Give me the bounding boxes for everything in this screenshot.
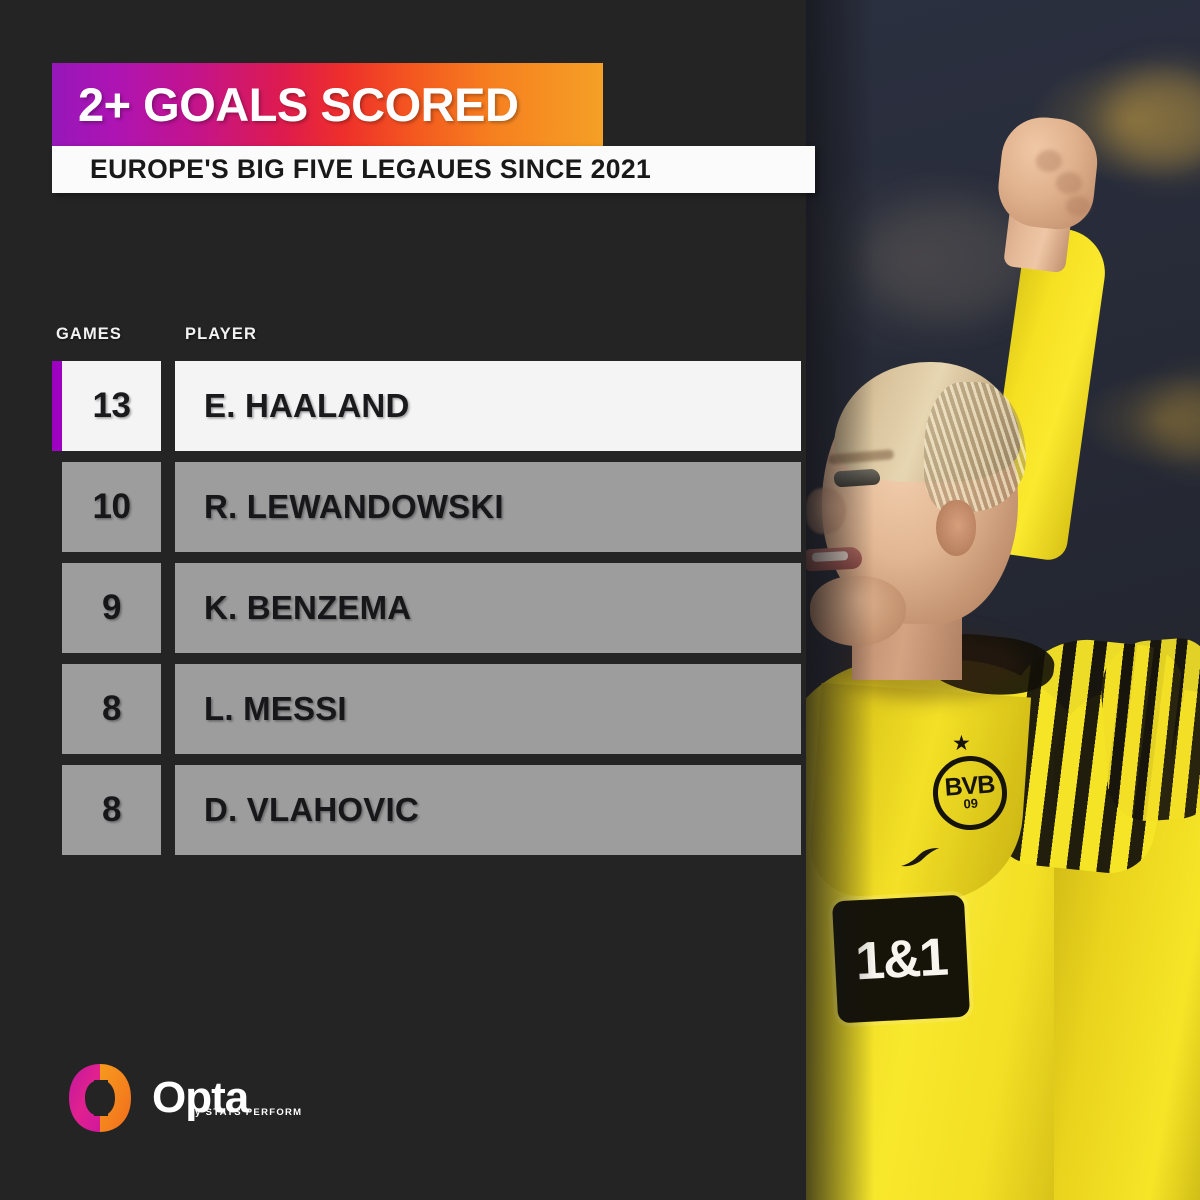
cell-player: K. BENZEMA [175, 563, 801, 653]
games-value: 8 [102, 790, 121, 829]
player-photo: ★ BVB 09 1&1 [804, 0, 1200, 1200]
player-value: L. MESSI [204, 690, 347, 727]
stats-table: GAMES PLAYER 13 E. HAALAND 10 [52, 325, 801, 855]
player-value: E. HAALAND [204, 387, 410, 424]
opta-mark-icon [69, 1064, 131, 1132]
row-accent-bar [52, 462, 62, 552]
games-value: 13 [92, 386, 131, 425]
table-row: 8 L. MESSI [52, 664, 801, 754]
page-subtitle: EUROPE'S BIG FIVE LEGAUES SINCE 2021 [90, 154, 652, 184]
games-value: 10 [92, 487, 131, 526]
row-accent-bar [52, 664, 62, 754]
jersey-stripes-secondary [1097, 636, 1200, 824]
table-header-row: GAMES PLAYER [52, 325, 801, 361]
table-row: 13 E. HAALAND [52, 361, 801, 451]
crest-founding-year: 09 [963, 795, 979, 812]
cell-games: 8 [62, 765, 161, 855]
opta-tagline: by STATS PERFORM [188, 1106, 303, 1118]
row-accent-bar [52, 361, 62, 451]
table-row: 9 K. BENZEMA [52, 563, 801, 653]
cell-games: 10 [62, 462, 161, 552]
cell-games: 13 [62, 361, 161, 451]
cell-player: R. LEWANDOWSKI [175, 462, 801, 552]
games-value: 9 [102, 588, 121, 627]
puma-logo-icon [900, 847, 940, 867]
games-value: 8 [102, 689, 121, 728]
player-value: R. LEWANDOWSKI [204, 488, 504, 525]
cell-player: E. HAALAND [175, 361, 801, 451]
player-value: K. BENZEMA [204, 589, 412, 626]
row-accent-bar [52, 765, 62, 855]
page-title: 2+ GOALS SCORED [78, 78, 519, 131]
row-accent-bar [52, 563, 62, 653]
header-block: 2+ GOALS SCORED EUROPE'S BIG FIVE LEGAUE… [52, 63, 815, 193]
cell-player: L. MESSI [175, 664, 801, 754]
cell-games: 9 [62, 563, 161, 653]
table-row: 10 R. LEWANDOWSKI [52, 462, 801, 552]
player-value: D. VLAHOVIC [204, 791, 419, 828]
table-row: 8 D. VLAHOVIC [52, 765, 801, 855]
opta-logo: Opta by STATS PERFORM [64, 1062, 301, 1134]
championship-star-icon: ★ [952, 732, 971, 755]
opta-name: Opta [152, 1073, 249, 1123]
cell-player: D. VLAHOVIC [175, 765, 801, 855]
title-banner: 2+ GOALS SCORED [52, 63, 603, 146]
cell-games: 8 [62, 664, 161, 754]
column-header-games: GAMES [56, 325, 123, 343]
subtitle-banner: EUROPE'S BIG FIVE LEGAUES SINCE 2021 [52, 146, 815, 193]
ear [936, 500, 976, 556]
opta-wordmark: Opta by STATS PERFORM [152, 1076, 301, 1120]
column-header-player: PLAYER [185, 325, 258, 343]
